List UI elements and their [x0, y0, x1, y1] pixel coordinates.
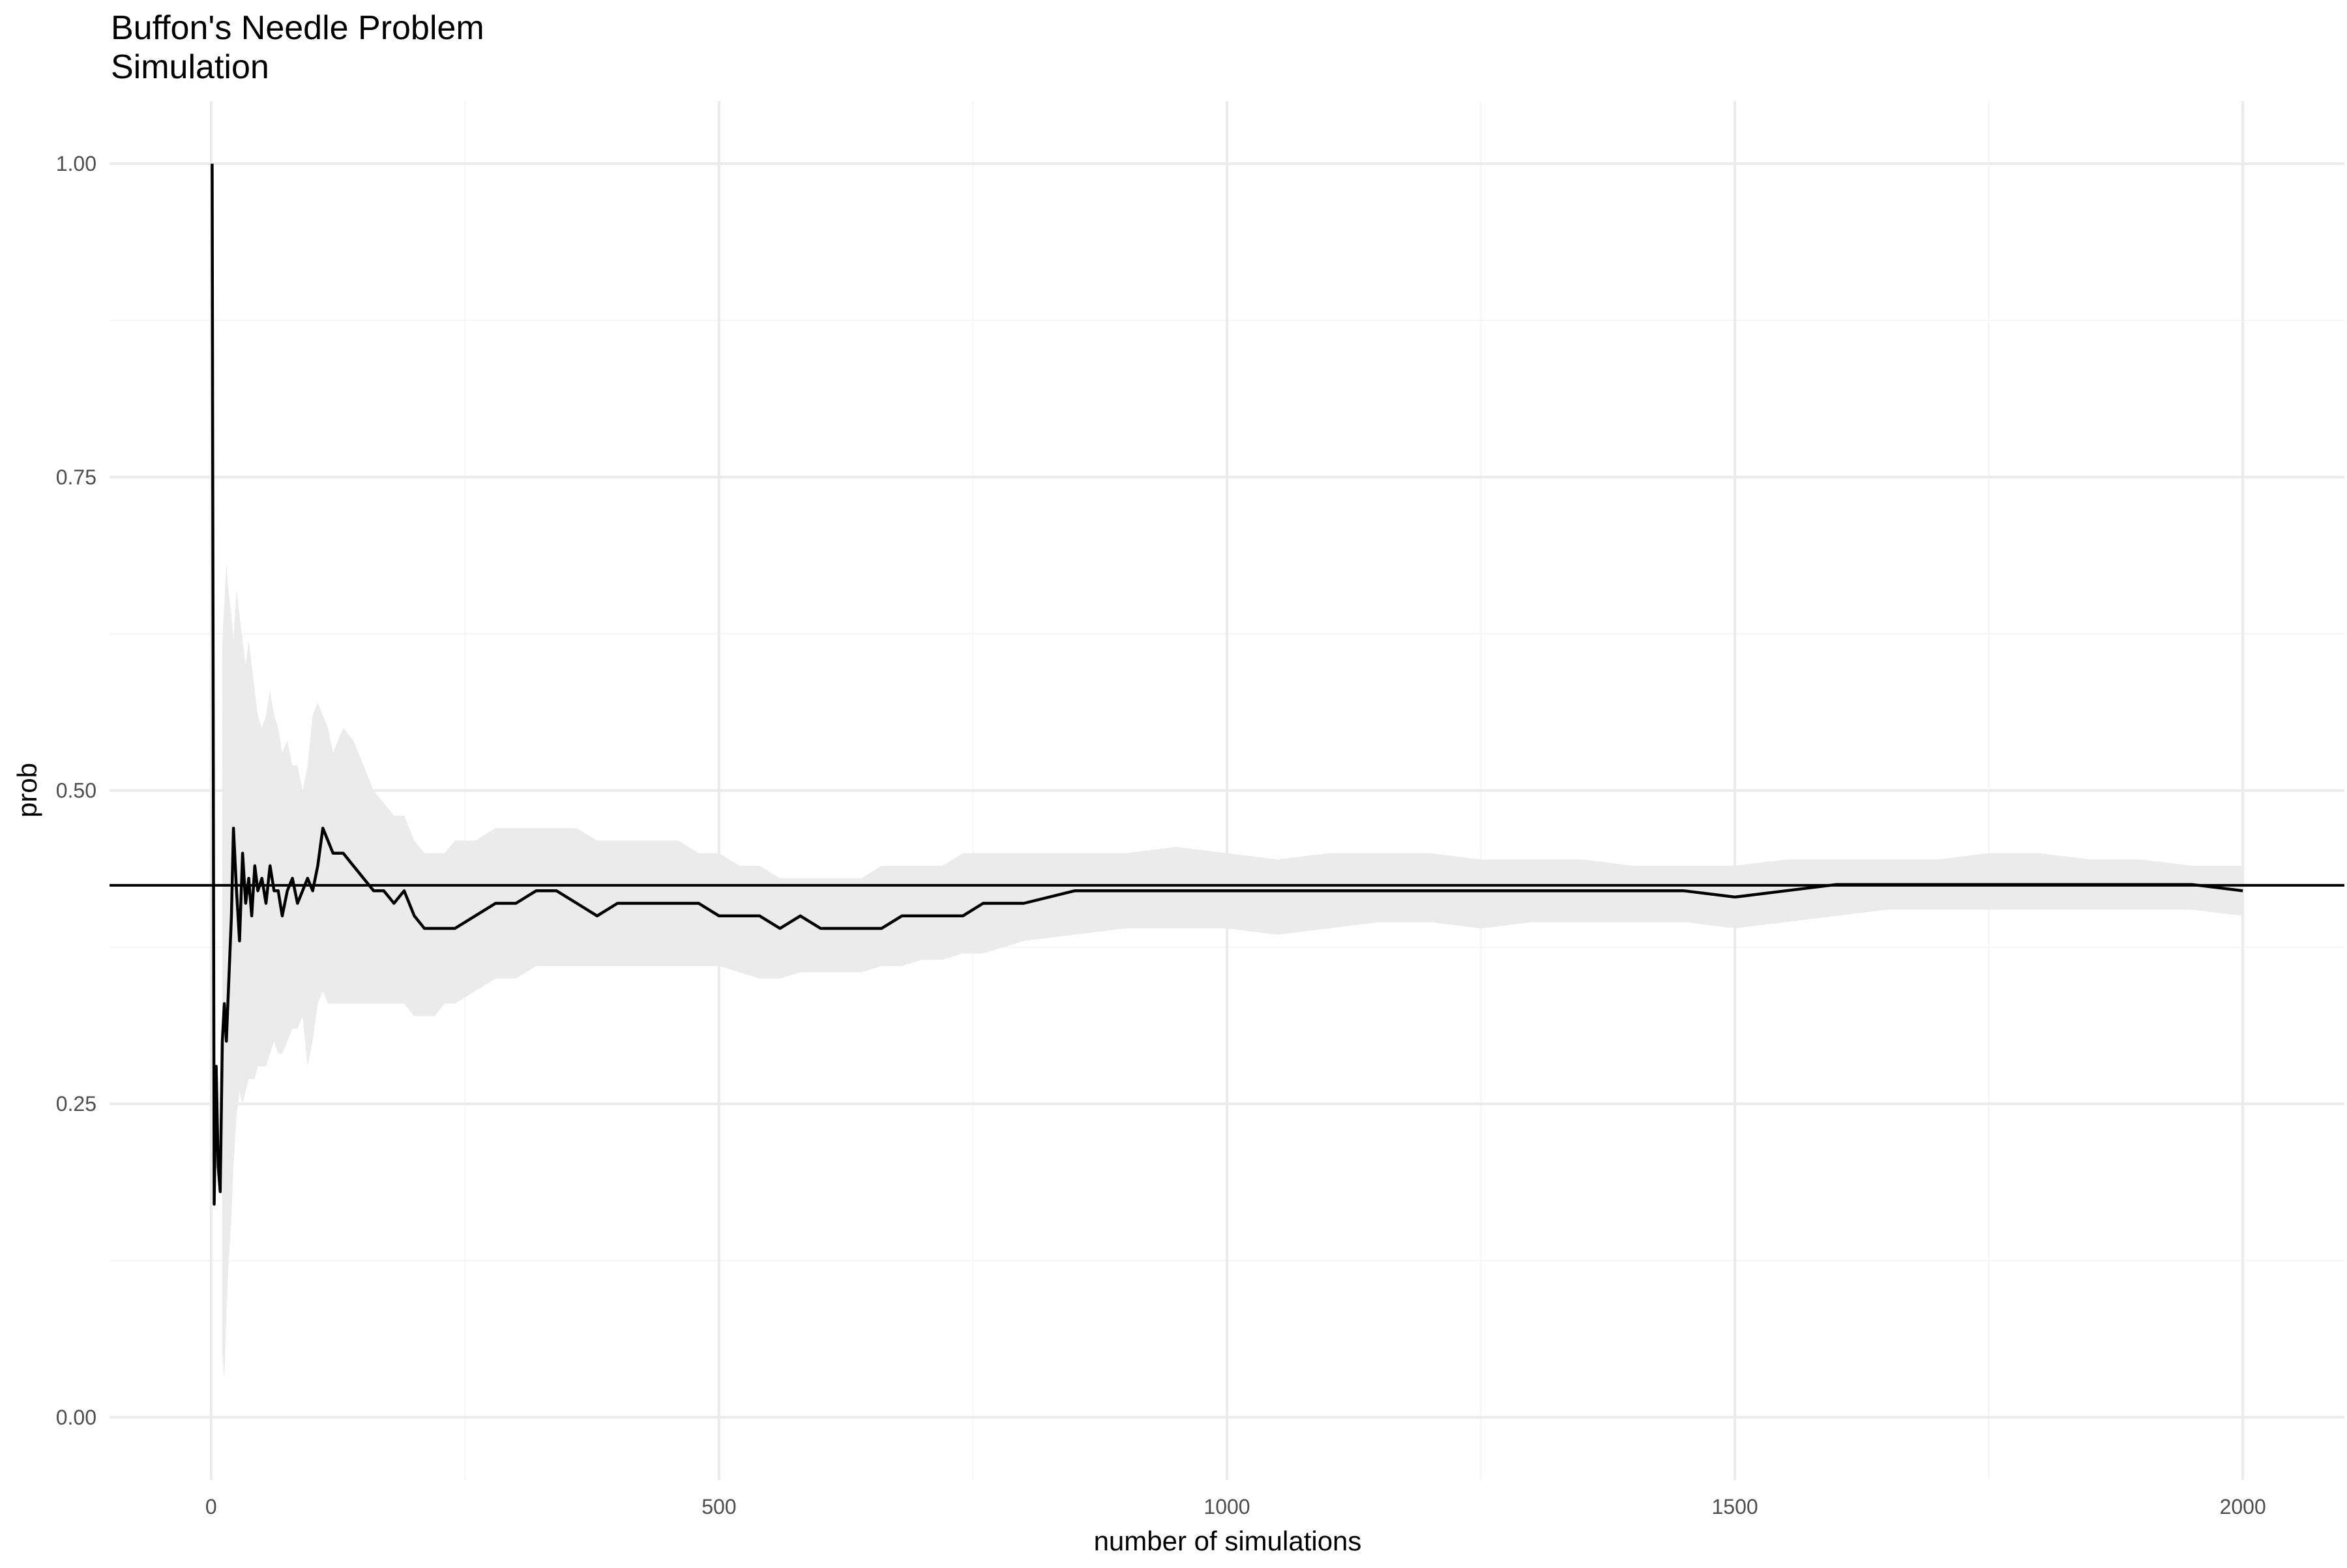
x-tick-labels: 0 500 1000 1500 2000 — [205, 1495, 2266, 1518]
x-tick-label: 500 — [701, 1495, 736, 1518]
x-tick-label: 2000 — [2220, 1495, 2266, 1518]
chart-subtitle: Simulation — [111, 48, 269, 86]
y-tick-label: 0.00 — [56, 1406, 96, 1429]
x-tick-label: 1500 — [1711, 1495, 1758, 1518]
y-tick-label: 1.00 — [56, 152, 96, 175]
series-line-group — [211, 164, 2243, 1206]
x-axis-title: number of simulations — [1094, 1526, 1362, 1556]
confidence-band — [222, 565, 2243, 1380]
y-axis-title: prob — [12, 763, 42, 818]
confidence-band-group — [222, 565, 2243, 1380]
y-tick-label: 0.50 — [56, 779, 96, 803]
y-tick-labels: 0.00 0.25 0.50 0.75 1.00 — [56, 152, 96, 1429]
y-tick-label: 0.25 — [56, 1092, 96, 1116]
grid-lines — [110, 101, 2344, 1480]
x-tick-label: 0 — [205, 1495, 217, 1518]
chart-title: Buffon's Needle Problem — [111, 9, 484, 47]
series-line — [211, 164, 2243, 1206]
x-tick-label: 1000 — [1203, 1495, 1250, 1518]
y-tick-label: 0.75 — [56, 466, 96, 489]
